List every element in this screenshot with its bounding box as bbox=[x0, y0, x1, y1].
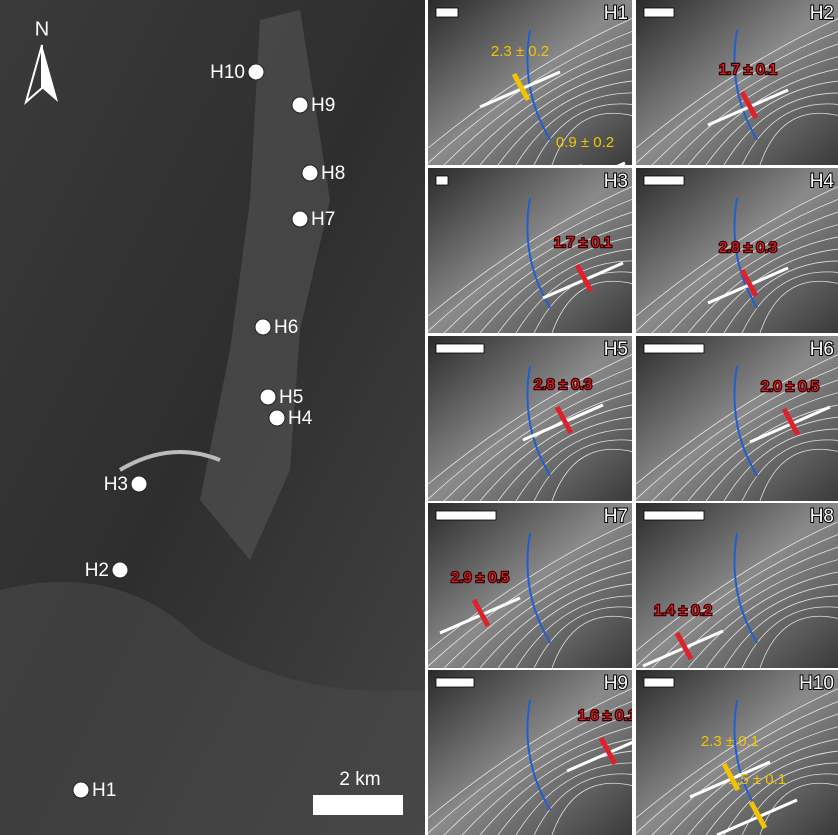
site-marker bbox=[302, 165, 318, 181]
dip-measurement: 1.5 ± 0.1 bbox=[728, 771, 786, 788]
panel-label: H7 bbox=[604, 506, 628, 527]
dip-measurement: 1.6 ± 0.1 bbox=[578, 707, 636, 724]
panel: 1.4 ± 0.2 H8 bbox=[616, 503, 838, 668]
panel-scale-bar bbox=[644, 176, 684, 185]
site-label: H7 bbox=[311, 209, 335, 230]
site-marker bbox=[131, 476, 147, 492]
panel-content: 1.7 ± 0.1 H3 bbox=[408, 168, 652, 333]
site-marker bbox=[112, 562, 128, 578]
panel-label: H10 bbox=[799, 673, 834, 694]
panel-scale-bar bbox=[436, 176, 448, 185]
panel-content: 1.6 ± 0.1 H9 bbox=[408, 670, 652, 835]
panel-label: H3 bbox=[604, 171, 628, 192]
panel-scale-bar bbox=[644, 344, 704, 353]
dip-measurement: 2.8 ± 0.3 bbox=[534, 376, 592, 393]
site-label: H9 bbox=[311, 95, 335, 116]
panel-scale-bar bbox=[436, 344, 484, 353]
scale-bar-label: 2 km bbox=[339, 769, 380, 790]
panel-content: 2.8 ± 0.3 H5 bbox=[408, 336, 652, 501]
site-marker bbox=[269, 410, 285, 426]
panel: 2.8 ± 0.3 H5 bbox=[408, 336, 652, 501]
site-label: H1 bbox=[92, 780, 116, 801]
site-label: H5 bbox=[279, 387, 303, 408]
panel-content: 2.9 ± 0.5 H7 bbox=[408, 503, 652, 668]
panel-scale-bar bbox=[644, 678, 674, 687]
site-label: H8 bbox=[321, 163, 345, 184]
panel-label: H2 bbox=[810, 3, 834, 24]
figure: N 2 km H10H9H8H7H6H5H4H3H2H1 2.3 ± 0.20.… bbox=[0, 0, 838, 835]
site-marker bbox=[73, 782, 89, 798]
panel-scale-bar bbox=[436, 8, 458, 17]
panel-scale-bar bbox=[436, 511, 496, 520]
panel-label: H8 bbox=[810, 506, 834, 527]
panel-content: 2.3 ± 0.1 1.5 ± 0.1 H10 bbox=[616, 670, 838, 835]
dip-measurement: 1.7 ± 0.1 bbox=[554, 234, 612, 251]
north-label: N bbox=[35, 18, 49, 40]
panel: 2.0 ± 0.5 H6 bbox=[616, 336, 838, 501]
dip-measurement: 0.9 ± 0.2 bbox=[556, 134, 614, 151]
scale-bar bbox=[313, 795, 403, 815]
panel-scale-bar bbox=[644, 8, 674, 17]
dip-measurement: 2.8 ± 0.3 bbox=[719, 239, 777, 256]
panel-content: 2.0 ± 0.5 H6 bbox=[616, 336, 838, 501]
panel-content: 1.7 ± 0.1 H2 bbox=[616, 0, 838, 165]
panel-content: 1.4 ± 0.2 H8 bbox=[616, 503, 838, 668]
site-label: H6 bbox=[274, 317, 298, 338]
panel-label: H4 bbox=[810, 171, 835, 192]
dip-measurement: 2.3 ± 0.1 bbox=[701, 733, 759, 750]
site-marker bbox=[292, 97, 308, 113]
panel: 1.7 ± 0.1 H2 bbox=[616, 0, 838, 165]
panel: 1.7 ± 0.1 H3 bbox=[408, 168, 652, 333]
panel: 1.6 ± 0.1 H9 bbox=[408, 670, 652, 835]
site-marker bbox=[255, 319, 271, 335]
dip-measurement: 2.9 ± 0.5 bbox=[451, 569, 509, 586]
panel-label: H6 bbox=[810, 339, 834, 360]
panel: 2.9 ± 0.5 H7 bbox=[408, 503, 652, 668]
dip-measurement: 2.0 ± 0.5 bbox=[761, 378, 819, 395]
site-label: H2 bbox=[85, 560, 109, 581]
panel: 2.3 ± 0.1 1.5 ± 0.1 H10 bbox=[616, 670, 838, 835]
dip-measurement: 1.7 ± 0.1 bbox=[719, 61, 777, 78]
panel-content: 2.8 ± 0.3 H4 bbox=[616, 168, 838, 333]
dip-measurement: 2.3 ± 0.2 bbox=[491, 43, 549, 60]
site-marker bbox=[292, 211, 308, 227]
panel-label: H1 bbox=[604, 3, 628, 24]
panel: 2.8 ± 0.3 H4 bbox=[616, 168, 838, 333]
panel-label: H5 bbox=[604, 339, 628, 360]
site-marker bbox=[248, 64, 264, 80]
site-label: H3 bbox=[104, 474, 128, 495]
site-marker bbox=[260, 389, 276, 405]
site-label: H4 bbox=[288, 408, 313, 429]
panel-scale-bar bbox=[436, 678, 474, 687]
dip-measurement: 1.4 ± 0.2 bbox=[654, 602, 712, 619]
panel-scale-bar bbox=[644, 511, 704, 520]
site-label: H10 bbox=[210, 62, 245, 83]
panel-label: H9 bbox=[604, 673, 628, 694]
